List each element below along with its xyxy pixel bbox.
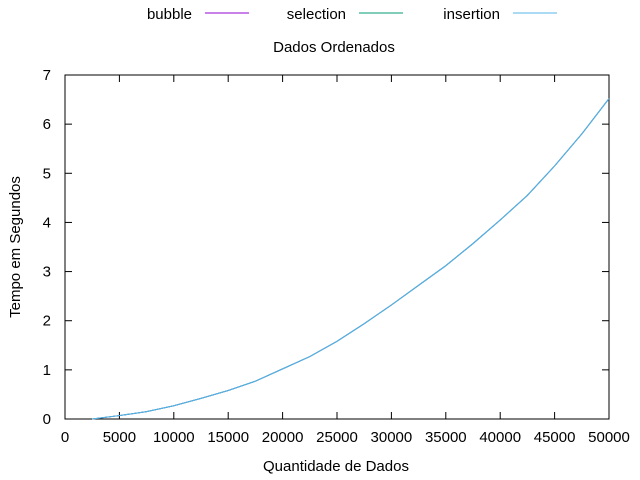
y-axis-label: Tempo em Segundos: [7, 176, 24, 318]
x-tick-label: 40000: [479, 429, 521, 446]
x-tick-label: 30000: [371, 429, 413, 446]
x-tick-label: 5000: [103, 429, 136, 446]
series-line-selection: [92, 98, 610, 420]
x-tick-label: 50000: [588, 429, 630, 446]
x-tick-label: 25000: [316, 429, 358, 446]
plot-frame: [64, 74, 610, 420]
y-tick-label: 5: [43, 165, 51, 182]
legend-label-selection: selection: [287, 6, 346, 23]
chart-title: Dados Ordenados: [273, 39, 395, 56]
y-tick-label: 6: [43, 116, 51, 133]
x-axis-label: Quantidade de Dados: [263, 458, 409, 475]
legend-label-bubble: bubble: [147, 6, 192, 23]
x-tick-label: 35000: [425, 429, 467, 446]
y-tick-label: 2: [43, 313, 51, 330]
series-line-bubble: [92, 98, 610, 420]
legend-label-insertion: insertion: [443, 6, 500, 23]
axis-ticks: 0 5000 10000 15000 20000 25000 30000 35000 40000…: [43, 67, 630, 446]
x-tick-label: 45000: [534, 429, 576, 446]
y-tick-label: 4: [43, 214, 51, 231]
series-line-insertion: [92, 98, 610, 420]
legend: bubble selection insertion: [147, 6, 557, 23]
x-tick-label: 20000: [262, 429, 304, 446]
y-tick-label: 1: [43, 362, 51, 379]
y-tick-label: 7: [43, 67, 51, 84]
series-lines: [92, 98, 610, 420]
y-tick-label: 3: [43, 264, 51, 281]
x-tick-label: 15000: [207, 429, 249, 446]
x-tick-label: 0: [61, 429, 69, 446]
x-tick-label: 10000: [153, 429, 195, 446]
y-tick-label: 0: [43, 411, 51, 428]
